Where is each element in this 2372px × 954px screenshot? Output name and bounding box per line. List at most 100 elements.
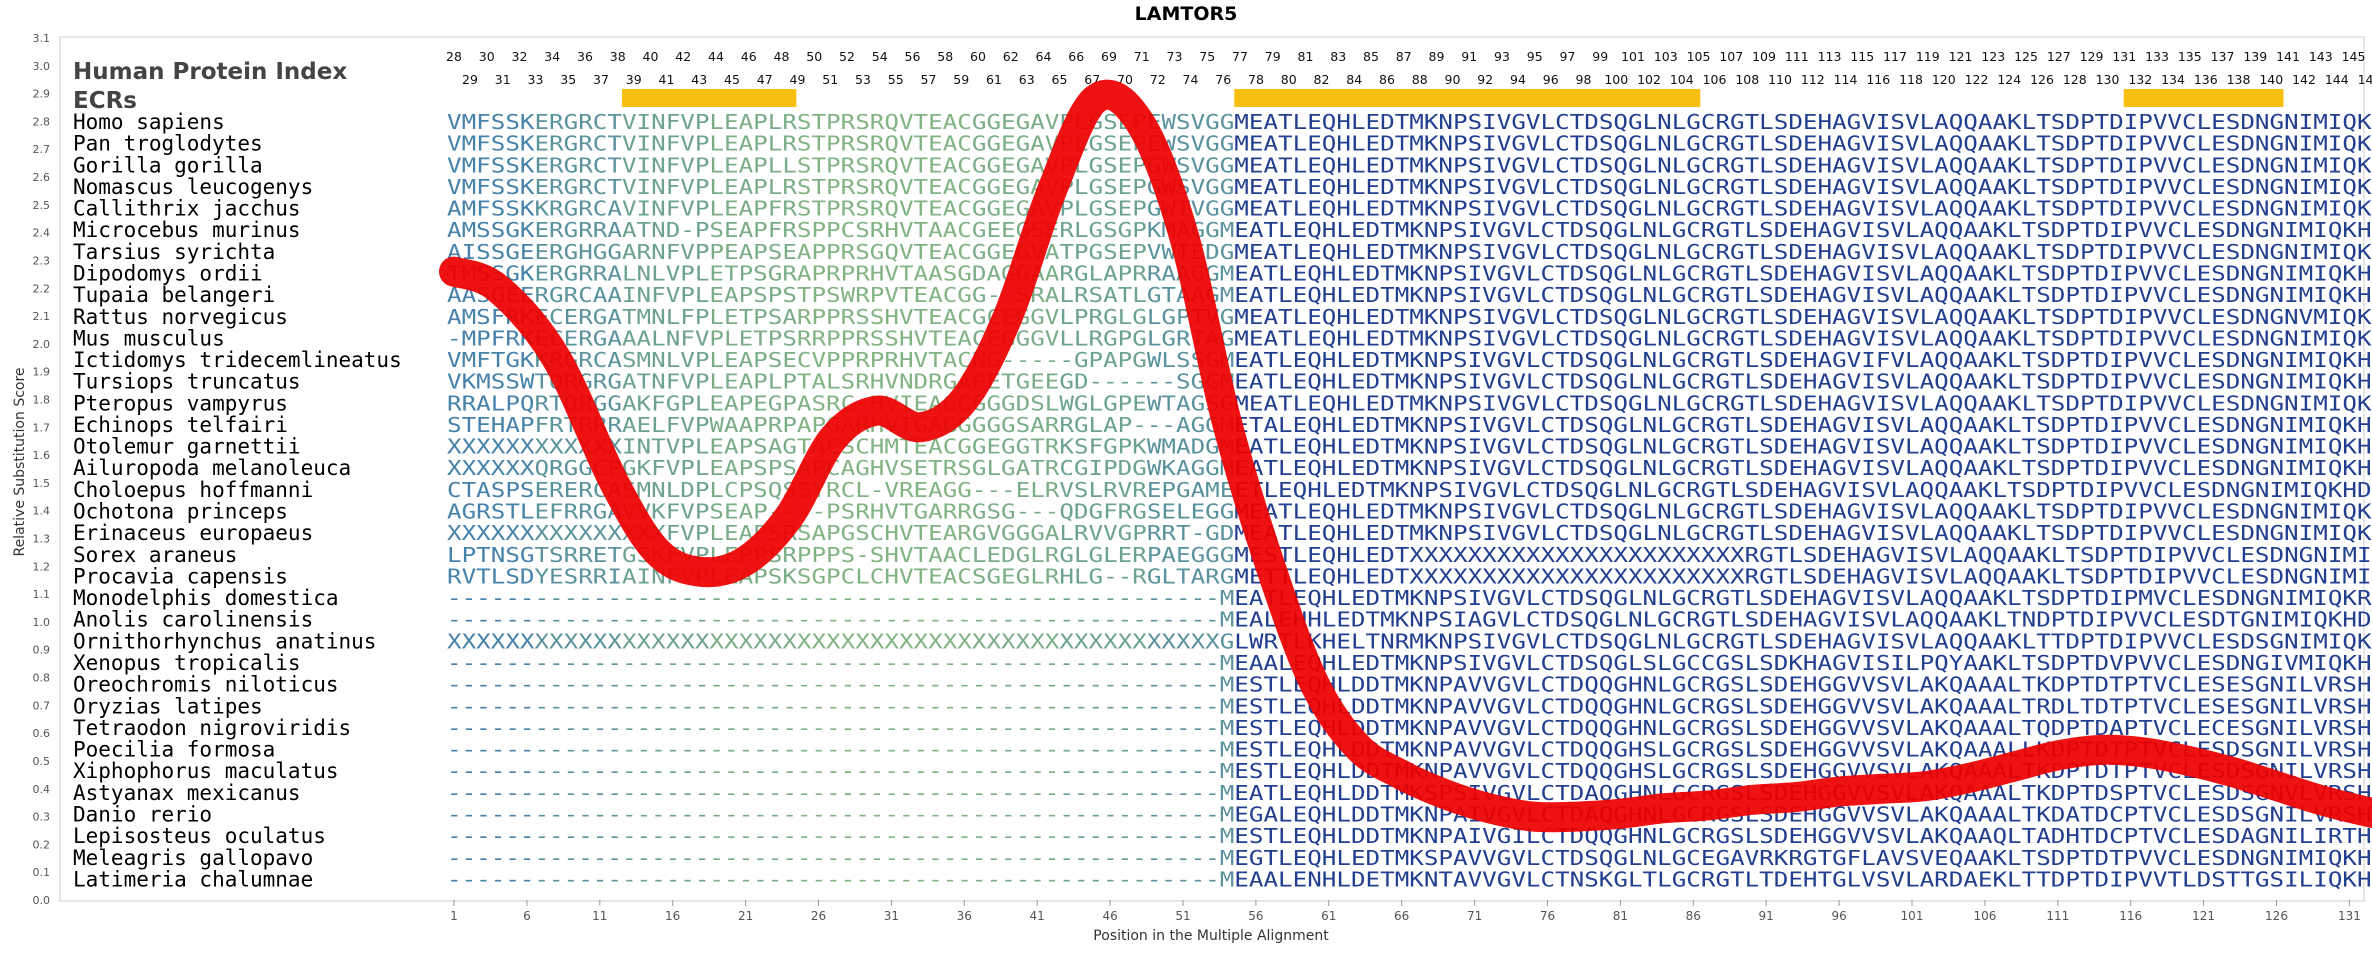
y-tick-label: 1.0 <box>33 616 51 629</box>
sequence-segment: ------ <box>447 586 534 610</box>
sequence-segment: GCRGSL <box>1672 759 1759 783</box>
human-index-label: 88 <box>1412 72 1428 87</box>
sequence-segment: VLCTDS <box>1497 478 1584 502</box>
sequence-segment: HVTEAC <box>884 305 971 329</box>
human-index-label: 75 <box>1199 49 1215 64</box>
sequence-segment: GLGATR <box>972 456 1061 480</box>
sequence-segment: GVLCTD <box>1497 283 1584 307</box>
sequence-segment: ------ <box>972 716 1059 740</box>
sequence-segment: GSG--- <box>972 500 1059 524</box>
sequence-segment: LESDNG <box>2197 175 2284 199</box>
sequence-segment: TSDPTD <box>2022 586 2109 610</box>
sequence-segment: QQAAKL <box>1934 283 2021 307</box>
sequence-segment: ------ <box>884 759 971 783</box>
species-name: Ornithorhynchus anatinus <box>73 629 376 653</box>
sequence-segment: VMFSSK <box>447 175 534 199</box>
human-index-label: 58 <box>937 49 953 64</box>
species-name: Oryzias latipes <box>73 694 263 718</box>
x-tick-label: 121 <box>2192 909 2215 923</box>
sequence-segment: GVLCTD <box>1497 846 1584 870</box>
sequence-segment: SQGLNL <box>1584 283 1671 307</box>
species-sequence: ----------------------------------------… <box>447 608 2372 632</box>
sequence-segment: LTSDPT <box>2022 153 2109 177</box>
sequence-segment: VGVLCT <box>1497 110 1584 134</box>
sequence-segment: ESTLEQ <box>1234 824 1321 848</box>
sequence-segment: AGRSTL <box>447 500 534 524</box>
sequence-segment: TSDPTD <box>2022 218 2109 242</box>
x-tick-label: 91 <box>1759 909 1774 923</box>
species-name: Echinops telfairi <box>73 413 288 437</box>
sequence-segment: ARNFVP <box>622 240 709 264</box>
sequence-segment: TSDPTD <box>2022 370 2109 394</box>
sequence-segment: -----M <box>1147 651 1234 675</box>
sequence-segment: XXXXXX <box>1059 629 1146 653</box>
sequence-segment: KQAAAL <box>1934 716 2021 740</box>
sequence-segment: ------ <box>534 867 621 891</box>
x-tick-label: 81 <box>1613 909 1628 923</box>
sequence-segment: XXXXXX <box>1584 564 1671 588</box>
species-sequence: ----------------------------------------… <box>447 824 2372 848</box>
y-tick-label: 1.5 <box>33 477 51 490</box>
y-tick-label: 1.3 <box>33 533 51 546</box>
human-index-label: 92 <box>1477 72 1493 87</box>
sequence-segment: ------ <box>622 738 709 762</box>
sequence-segment: STPRSR <box>797 175 886 199</box>
human-index-label: 128 <box>2063 72 2087 87</box>
human-index-label: 93 <box>1494 49 1510 64</box>
sequence-segment: GEGGTR <box>972 435 1061 459</box>
sequence-segment: GLGLER <box>1059 543 1148 567</box>
y-tick-label: 1.2 <box>33 560 51 573</box>
x-tick-label: 61 <box>1321 909 1336 923</box>
sequence-segment: NPSIAG <box>1409 608 1496 632</box>
sequence-segment: GCRGTL <box>1672 867 1759 891</box>
sequence-segment: MKNPSI <box>1409 500 1496 524</box>
sequence-segment: ------ <box>884 781 971 805</box>
sequence-segment: XXXXXR <box>1672 564 1761 588</box>
sequence-segment: KQAAAL <box>1934 802 2021 826</box>
sequence-segment: QHLEDT <box>1322 110 1409 134</box>
sequence-segment: GVLCTD <box>1497 261 1584 285</box>
species-name: Lepisosteus oculatus <box>73 824 326 848</box>
sequence-segment: GGGSAR <box>972 413 1061 437</box>
sequence-segment: VMFTGK <box>447 348 534 372</box>
sequence-segment: ------ <box>447 846 534 870</box>
sequence-segment: TSDPTD <box>2022 846 2109 870</box>
sequence-segment: GVISVL <box>1847 326 1934 350</box>
sequence-segment: ------ <box>709 586 796 610</box>
sequence-segment: TPTVCL <box>2109 694 2196 718</box>
sequence-segment: NIMIQK <box>2284 326 2371 350</box>
sequence-segment: TSDPTD <box>2022 651 2109 675</box>
sequence-segment: VISVLA <box>1847 413 1934 437</box>
sequence-segment: LGCRGT <box>1672 629 1759 653</box>
sequence-segment: ETPSGR <box>709 261 798 285</box>
human-index-label: 146 <box>2358 72 2372 87</box>
sequence-segment: VGVLCT <box>1497 197 1584 221</box>
sequence-segment: EAALEN <box>1234 867 1321 891</box>
sequence-segment: EGTLEQ <box>1234 846 1321 870</box>
sequence-segment: IPVVCL <box>2109 370 2196 394</box>
y-tick-label: 2.9 <box>33 88 51 101</box>
human-index-label: 82 <box>1314 72 1330 87</box>
sequence-segment: LGCRGT <box>1672 175 1759 199</box>
sequence-segment: LTSDPT <box>2022 521 2109 545</box>
sequence-segment: ESDNGN <box>2197 283 2284 307</box>
sequence-segment: ESDNGN <box>2197 586 2284 610</box>
sequence-segment: TKDATD <box>2022 802 2109 826</box>
sequence-segment: KNPSIV <box>1409 456 1496 480</box>
sequence-segment: ILVRSH <box>2284 738 2371 762</box>
species-sequence: ----------------------------------------… <box>447 673 2372 697</box>
species-name: Rattus norvegicus <box>73 305 288 329</box>
sequence-segment: VINFVP <box>622 153 709 177</box>
sequence-segment: HVTAAC <box>884 218 971 242</box>
human-protein-index-label: Human Protein Index <box>73 59 347 85</box>
sequence-segment: CGIPDG <box>1059 456 1146 480</box>
sequence-segment: ------ <box>884 586 971 610</box>
sequence-segment: LGCRGT <box>1672 326 1759 350</box>
species-name: Choloepus hoffmanni <box>73 478 313 502</box>
sequence-segment: ------ <box>1059 759 1146 783</box>
sequence-segment: QQAAKL <box>1934 348 2021 372</box>
sequence-segment: ------ <box>1059 824 1146 848</box>
sequence-segment: ISVLAQ <box>1847 608 1934 632</box>
